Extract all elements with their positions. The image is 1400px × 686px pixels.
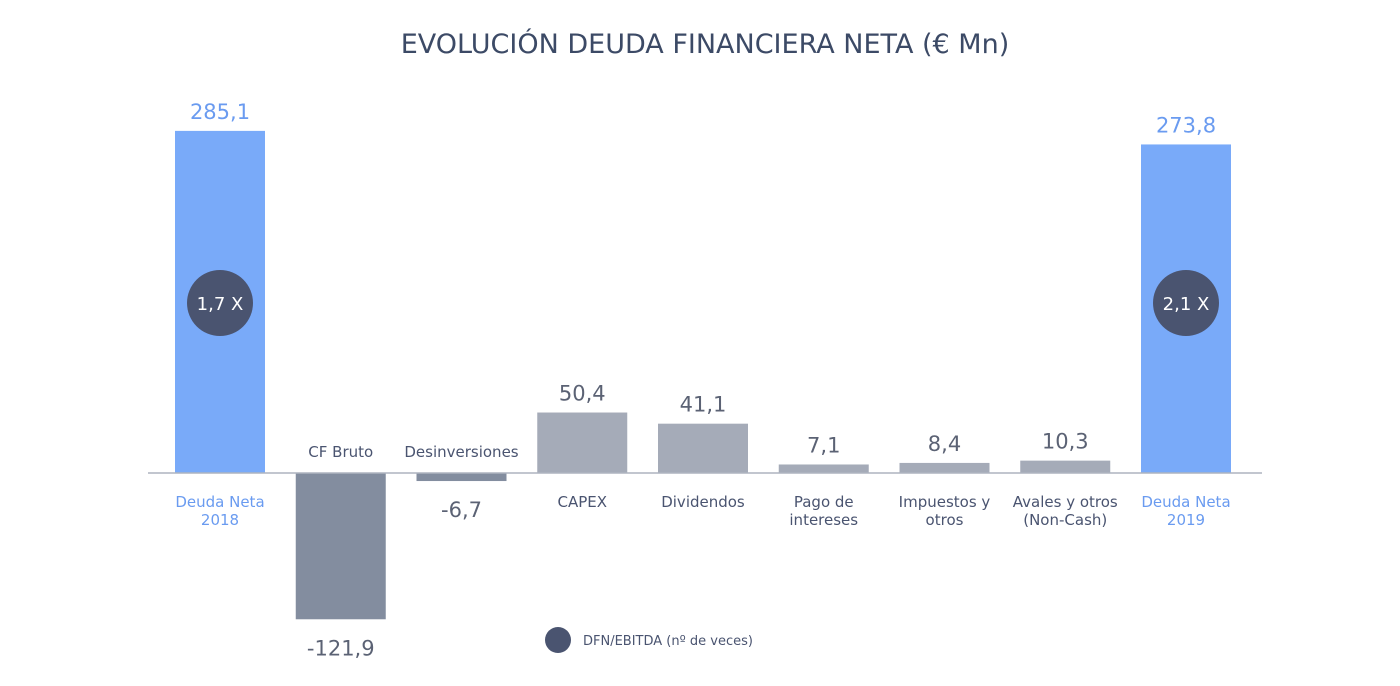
category-label-3-0: CAPEX <box>557 493 607 511</box>
category-label-0-0: Deuda Neta <box>175 493 264 511</box>
value-label-7: 10,3 <box>1042 430 1089 454</box>
category-label-6-0: Impuestos y <box>899 493 991 511</box>
value-label-3: 50,4 <box>559 382 606 406</box>
category-label-8-0: Deuda Neta <box>1141 493 1230 511</box>
category-label-1-0: CF Bruto <box>308 443 373 461</box>
value-label-0: 285,1 <box>190 100 250 124</box>
legend: DFN/EBITDA (nº de veces) <box>545 627 753 653</box>
category-label-4-0: Dividendos <box>661 493 745 511</box>
legend-swatch <box>545 627 571 653</box>
ratio-badge-label-0: 1,7 X <box>197 294 244 315</box>
value-label-8: 273,8 <box>1156 113 1216 137</box>
bar-3 <box>537 412 628 473</box>
category-label-5-1: intereses <box>789 511 858 529</box>
bar-2 <box>416 473 507 482</box>
category-label-5-0: Pago de <box>794 493 854 511</box>
ratio-badge-0 <box>187 270 253 336</box>
bars-layer <box>175 130 1231 620</box>
category-label-6-1: otros <box>926 511 964 529</box>
ratio-badge-1 <box>1153 270 1219 336</box>
bar-5 <box>778 464 869 473</box>
category-label-7-1: (Non-Cash) <box>1023 511 1107 529</box>
category-label-2-0: Desinversiones <box>404 443 518 461</box>
category-label-7-0: Avales y otros <box>1013 493 1118 511</box>
value-label-1: -121,9 <box>307 636 375 660</box>
value-label-5: 7,1 <box>807 433 840 457</box>
ratio-badge-label-1: 2,1 X <box>1163 294 1210 315</box>
value-label-2: -6,7 <box>441 498 482 522</box>
legend-label: DFN/EBITDA (nº de veces) <box>583 634 753 649</box>
bar-6 <box>899 462 990 473</box>
chart-title: EVOLUCIÓN DEUDA FINANCIERA NETA (€ Mn) <box>401 28 1010 60</box>
bar-7 <box>1020 460 1111 473</box>
category-label-8-1: 2019 <box>1167 511 1205 529</box>
bar-4 <box>658 423 748 473</box>
category-label-0-1: 2018 <box>201 511 239 529</box>
bar-1 <box>295 473 386 620</box>
value-label-6: 8,4 <box>928 432 961 456</box>
value-label-4: 41,1 <box>680 393 727 417</box>
